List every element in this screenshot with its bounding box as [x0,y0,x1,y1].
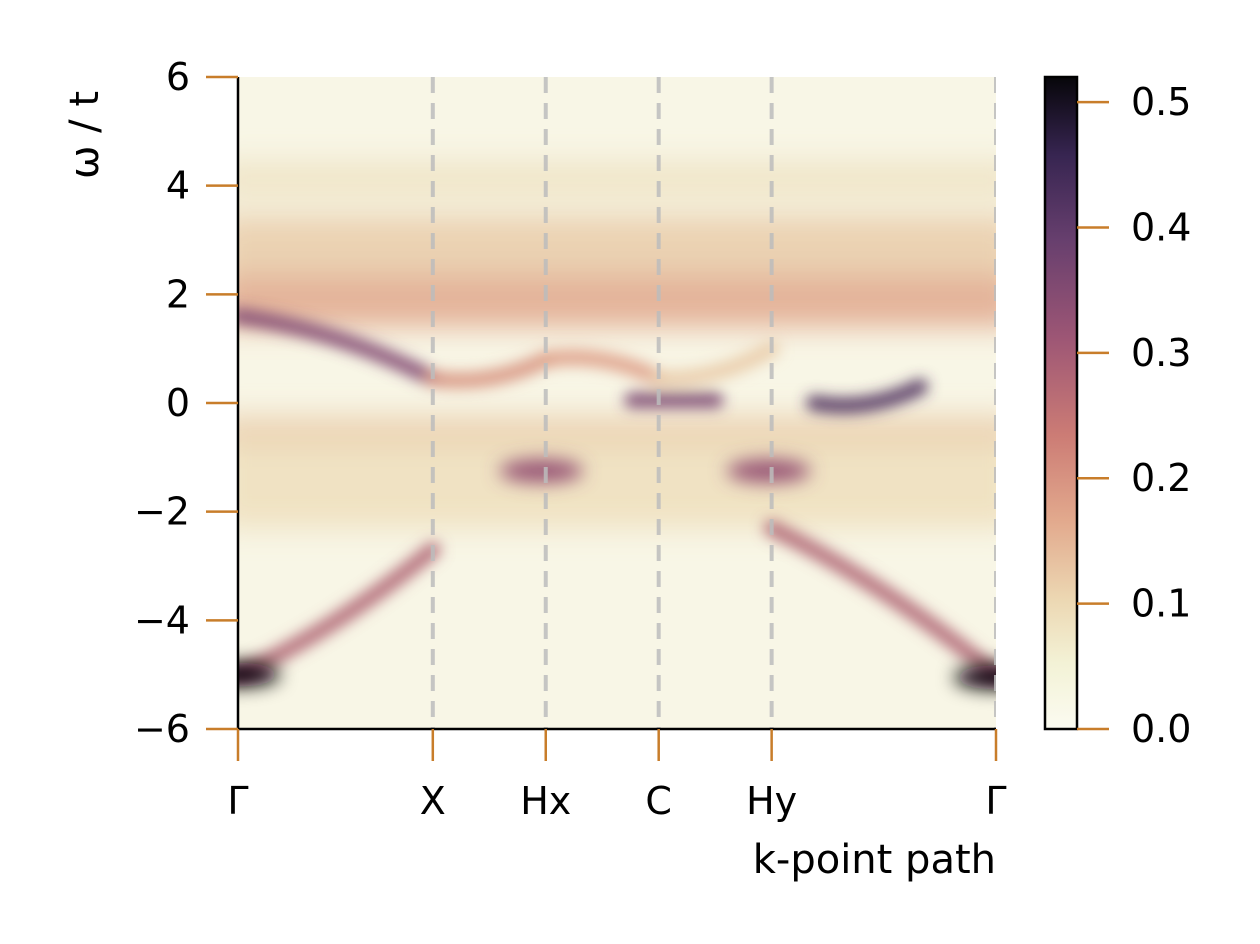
y-axis-ticks: 6 4 2 0 −2 −4 −6 [134,55,238,751]
feature-2 [537,349,667,387]
spot-2 [499,458,584,483]
spot-0 [238,662,280,687]
diffuse-continuum [238,161,996,528]
spot-1 [954,665,996,690]
dispersive-features [238,308,996,683]
y-axis-label: ω / t [62,91,108,179]
x-axis-ticks: Γ X Hx C Hy Γ [227,729,1007,823]
continuum-band [238,161,996,200]
y-tick-label: −2 [134,490,190,534]
y-tick-label: −4 [134,598,190,642]
kpoint-separator-lines [430,77,996,729]
heatmap-bands [238,161,996,690]
spot-3 [726,458,811,483]
x-tick-label: Γ [227,779,248,823]
y-tick-label: 2 [166,272,190,316]
continuum-band [238,441,996,528]
colorbar-tick-label: 0.0 [1131,707,1191,751]
colorbar-tick-label: 0.4 [1131,205,1191,249]
x-tick-label: Hx [520,779,571,823]
feature-3 [650,340,780,387]
feature-5 [763,519,996,683]
feature-0 [238,308,441,387]
x-tick-label: Hy [746,779,797,823]
colorbar-tick-label: 0.2 [1131,456,1191,500]
colorbar-tick-label: 0.3 [1131,331,1191,375]
continuum-band [238,416,996,444]
intensity-spots [238,458,996,690]
heatmap-panel [238,77,996,729]
y-tick-label: −6 [134,707,190,751]
colorbar-tick-label: 0.1 [1131,582,1191,626]
x-axis-label: k-point path [753,837,996,883]
x-tick-label: C [645,779,672,823]
colorbar-tick-label: 0.5 [1131,80,1191,124]
y-tick-label: 0 [166,381,190,425]
colorbar: 0.0 0.1 0.2 0.3 0.4 0.5 [1043,75,1191,751]
x-tick-label: X [420,779,446,823]
continuum-band [238,272,996,327]
colorbar-gradient [1043,75,1079,731]
colorbar-ticks: 0.0 0.1 0.2 0.3 0.4 0.5 [1077,80,1191,751]
y-tick-label: 6 [166,55,190,99]
feature-1 [424,351,554,389]
x-tick-label: Γ [985,779,1006,823]
feature-7 [806,378,929,414]
feature-4 [238,541,441,683]
y-tick-label: 4 [166,164,190,208]
continuum-band [238,215,996,276]
